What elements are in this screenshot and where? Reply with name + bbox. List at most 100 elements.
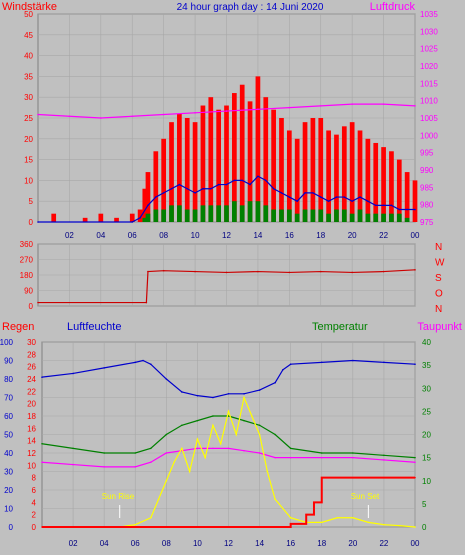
y-tick-temp: 10 [422,477,431,486]
point-temperature [352,452,354,454]
bar-gust [326,130,331,222]
point-avg_wind [147,204,149,207]
point-avg_wind [382,204,385,207]
point-solar [196,438,199,440]
point-dewpoint [41,461,43,464]
bar-low_wind [200,205,206,222]
point-temperature [165,433,168,436]
point-pressure [351,103,353,105]
y-tick-temp: 0 [422,523,427,532]
point-solar [352,516,354,519]
bar-gust [114,217,119,222]
bar-low_wind [177,205,182,222]
compass-label: N [435,242,442,253]
point-dewpoint [414,461,416,464]
point-direction [37,301,39,304]
point-avg_wind [367,200,369,202]
y-tick-left: 5 [29,197,34,206]
series-line-dewpoint [41,447,416,468]
x-tick-label: 06 [131,539,140,548]
point-humidity [196,394,199,397]
bar-low_wind [357,209,363,222]
point-humidity [243,393,245,395]
label-luftfeuchte: Luftfeuchte [67,321,121,333]
point-avg_wind [241,179,244,182]
x-tick-label: 20 [348,539,357,548]
point-pressure [257,108,259,111]
series-line-temperature [41,415,416,459]
bar-gust [396,159,402,222]
bar-gust [82,217,88,222]
compass-label: N [435,304,442,315]
bar-low_wind [396,213,402,222]
bar-low_wind [271,209,276,222]
y-tick-humidity: 80 [4,375,13,384]
bar-gust [271,109,276,222]
bar-gust [184,118,190,222]
bar-gust [318,118,324,222]
bar-low_wind [169,205,174,222]
bar-gust [177,113,182,222]
bar-low_wind [184,209,190,222]
y-tick-humidity: 100 [0,338,14,347]
y-tick-left: 25 [24,114,33,123]
left-label-windstaerke: Windstärke [2,1,57,13]
bar-gust [389,151,394,222]
bar-gust [302,122,308,222]
y-tick-rain: 16 [27,424,36,433]
point-temperature [414,456,416,459]
point-humidity [352,359,354,362]
point-avg_wind [319,196,322,198]
chart-title: 24 hour graph day : 14 Juni 2020 [177,2,324,13]
point-avg_wind [359,196,361,198]
bar-gust [169,122,174,222]
y-tick-rain: 12 [27,449,36,458]
point-avg_wind [343,196,346,198]
bar-low_wind [294,213,300,222]
x-tick-label: 12 [222,231,231,240]
x-tick-label: 16 [285,231,294,240]
series-line-solar [119,395,416,528]
point-solar [414,526,416,528]
bar-low_wind [310,209,316,222]
point-rain [289,523,292,525]
x-tick-label: 08 [159,231,168,240]
x-tick-label: 12 [224,539,233,548]
y-tick-direction: 0 [29,302,34,311]
y-tick-temp: 15 [422,454,431,463]
point-pressure [100,117,102,119]
point-avg_wind [327,200,330,202]
point-temperature [181,424,183,427]
y-tick-humidity: 20 [4,486,13,495]
point-rain [313,501,315,504]
y-tick-right: 1000 [420,131,438,140]
point-humidity [320,361,323,364]
point-solar [367,521,370,524]
point-solar [227,410,230,413]
point-avg_wind [304,192,306,194]
x-tick-label: 18 [316,231,325,240]
point-temperature [72,447,74,450]
y-tick-rain: 0 [32,523,37,532]
point-avg_wind [264,179,267,182]
x-tick-label: 06 [128,231,137,240]
y-tick-rain: 28 [27,350,36,359]
point-dewpoint [289,456,292,459]
y-tick-right: 1025 [420,45,438,54]
y-tick-left: 50 [24,10,33,19]
point-dewpoint [258,452,261,454]
point-humidity [72,372,74,375]
point-avg_wind [280,192,283,194]
y-tick-temp: 30 [422,384,431,393]
y-tick-rain: 24 [27,375,36,384]
y-tick-direction: 180 [20,271,34,280]
point-humidity [274,381,276,384]
point-solar [274,498,276,501]
x-tick-label: 02 [69,539,78,548]
bar-low_wind [239,205,245,222]
bar-gust [239,84,245,222]
point-avg_wind [225,183,228,186]
annotation-sun-set: Sun Set [351,492,380,501]
point-temperature [243,419,245,422]
